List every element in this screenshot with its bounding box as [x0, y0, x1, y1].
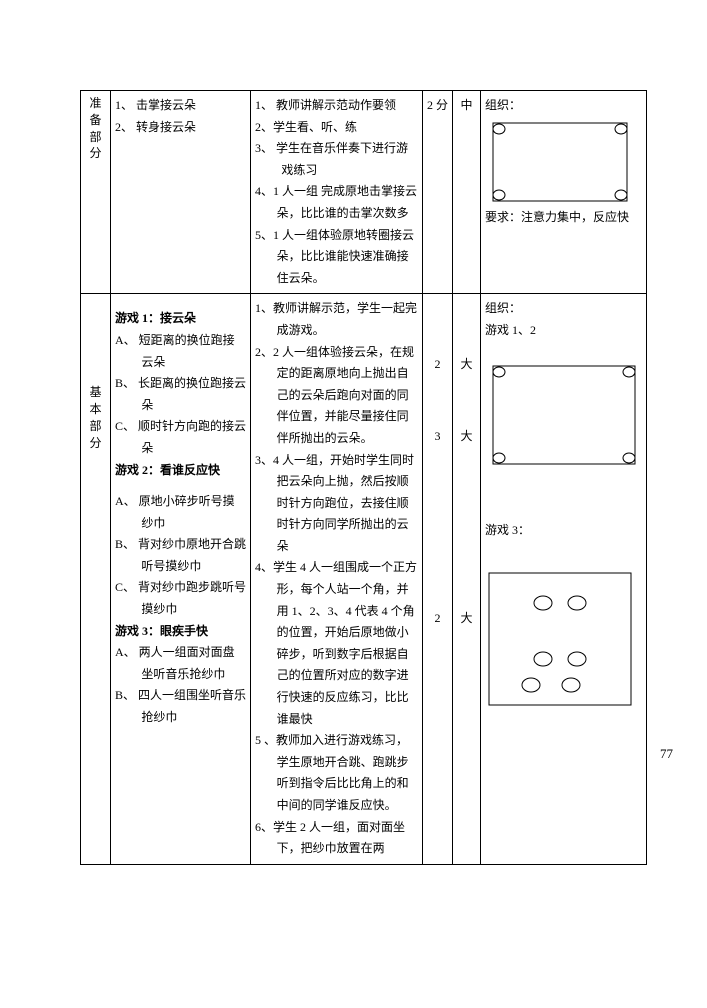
teach-step: 1、教师讲解示范，学生一起完成游戏。 — [255, 298, 418, 341]
section-label-basic: 基本部分 — [81, 294, 111, 864]
game1-item: C、 顺时针方向跑的接云朵 — [115, 416, 246, 459]
page-number: 77 — [660, 746, 673, 762]
game3-label: 游戏 3： — [485, 520, 642, 542]
time-cell: 2 分 — [423, 91, 453, 294]
organization-cell: 组织： 游戏 1、2 游戏 3： — [481, 294, 647, 864]
time-cell: 2 3 2 — [423, 294, 453, 864]
section-text: 准备部分 — [89, 95, 101, 162]
activities-cell: 1、 击掌接云朵 2、 转身接云朵 — [111, 91, 251, 294]
level-value: 大 — [457, 426, 476, 448]
game1-item: B、 长距离的换位跑接云朵 — [115, 373, 246, 416]
teach-step: 2、2 人一组体验接云朵，在规定的距离原地向上抛出自己的云朵后跑向对面的同伴位置… — [255, 342, 418, 450]
time-value: 2 分 — [427, 98, 448, 112]
teach-step: 4、1 人一组 完成原地击掌接云朵，比比谁的击掌次数多 — [255, 181, 418, 224]
game1-title: 游戏 1：接云朵 — [115, 308, 246, 330]
activity-item: 2、 转身接云朵 — [115, 117, 246, 139]
diagram-game12 — [485, 360, 643, 470]
level-value: 大 — [457, 354, 476, 376]
time-value: 2 — [427, 608, 448, 630]
teaching-cell: 1、教师讲解示范，学生一起完成游戏。 2、2 人一组体验接云朵，在规定的距离原地… — [251, 294, 423, 864]
teach-step: 2、学生看、听、练 — [255, 117, 418, 139]
section-text: 基本部分 — [89, 384, 101, 451]
time-value: 2 — [427, 354, 448, 376]
game3-item: B、 四人一组围坐听音乐抢纱巾 — [115, 685, 246, 728]
activities-cell: 游戏 1：接云朵 A、 短距离的换位跑接云朵 B、 长距离的换位跑接云朵 C、 … — [111, 294, 251, 864]
level-value: 大 — [457, 608, 476, 630]
organization-cell: 组织： 要求：注意力集中，反应快 — [481, 91, 647, 294]
section-label-prep: 准备部分 — [81, 91, 111, 294]
diagram-prep — [485, 117, 635, 207]
game2-item: C、 背对纱巾跑步跳听号摸纱巾 — [115, 577, 246, 620]
teach-step: 5 、教师加入进行游戏练习，学生原地开合跳、跑跳步听到指令后比比角上的和中间的同… — [255, 730, 418, 816]
level-cell: 大 大 大 — [453, 294, 481, 864]
activity-item: 1、 击掌接云朵 — [115, 95, 246, 117]
level-value: 中 — [460, 98, 472, 112]
teach-step: 1、 教师讲解示范动作要领 — [255, 95, 418, 117]
level-cell: 中 — [453, 91, 481, 294]
diagram-game3 — [485, 569, 635, 709]
game2-item: B、 背对纱巾原地开合跳听号摸纱巾 — [115, 534, 246, 577]
teach-step: 4、学生 4 人一组围成一个正方形，每个人站一个角，并用 1、2、3、4 代表 … — [255, 557, 418, 730]
lesson-plan-table: 准备部分 1、 击掌接云朵 2、 转身接云朵 1、 教师讲解示范动作要领 2、学… — [80, 90, 647, 865]
org-label: 组织： — [485, 95, 642, 117]
game12-label: 游戏 1、2 — [485, 320, 642, 342]
game3-item: A、 两人一组面对面盘坐听音乐抢纱巾 — [115, 642, 246, 685]
teach-step: 3、4 人一组，开始时学生同时把云朵向上抛，然后按顺时针方向跑位，去接住顺时针方… — [255, 450, 418, 558]
table-row: 基本部分 游戏 1：接云朵 A、 短距离的换位跑接云朵 B、 长距离的换位跑接云… — [81, 294, 647, 864]
requirement-text: 要求：注意力集中，反应快 — [485, 207, 642, 229]
game2-item: A、 原地小碎步听号摸纱巾 — [115, 491, 246, 534]
time-value: 3 — [427, 426, 448, 448]
teaching-cell: 1、 教师讲解示范动作要领 2、学生看、听、练 3、 学生在音乐伴奏下进行游戏练… — [251, 91, 423, 294]
table-row: 准备部分 1、 击掌接云朵 2、 转身接云朵 1、 教师讲解示范动作要领 2、学… — [81, 91, 647, 294]
game2-title: 游戏 2：看谁反应快 — [115, 460, 246, 482]
org-label: 组织： — [485, 298, 642, 320]
game3-title: 游戏 3：眼疾手快 — [115, 621, 246, 643]
teach-step: 3、 学生在音乐伴奏下进行游戏练习 — [255, 138, 418, 181]
game1-item: A、 短距离的换位跑接云朵 — [115, 330, 246, 373]
teach-step: 6、学生 2 人一组，面对面坐下，把纱巾放置在两 — [255, 817, 418, 860]
teach-step: 5、1 人一组体验原地转圈接云朵，比比谁能快速准确接住云朵。 — [255, 225, 418, 290]
